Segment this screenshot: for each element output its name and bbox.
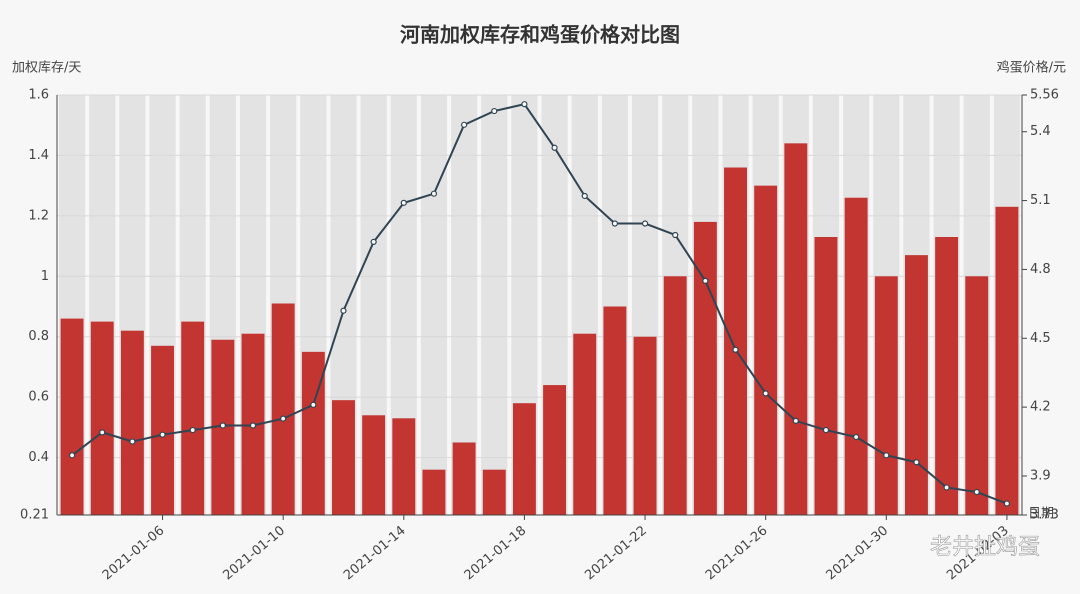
- line-point: [762, 390, 769, 397]
- line-point: [732, 346, 739, 353]
- y-tick-label: 1.6: [28, 88, 49, 103]
- line-point: [551, 144, 558, 151]
- line-point: [159, 431, 166, 438]
- line-point: [853, 433, 860, 441]
- bar: [693, 221, 717, 515]
- x-axis-title: 日期: [1028, 507, 1054, 522]
- chart-title: 河南加权库存和鸡蛋价格对比图: [400, 23, 680, 47]
- line-point: [672, 231, 679, 239]
- y-tick-label: 1.2: [28, 208, 49, 223]
- bar: [663, 276, 687, 515]
- line-point: [280, 415, 287, 422]
- y-tick-label: 1: [41, 269, 49, 284]
- bar: [844, 197, 868, 515]
- bar: [603, 306, 627, 515]
- line-point: [400, 199, 407, 206]
- bar: [452, 442, 476, 515]
- bar: [784, 143, 808, 515]
- line-point: [461, 121, 468, 128]
- bar: [392, 418, 416, 515]
- y-tick-label: 0.21: [20, 508, 49, 523]
- line-point: [370, 238, 377, 245]
- y2-tick-label: 5.1: [1030, 193, 1051, 208]
- bar: [965, 276, 989, 515]
- y2-tick-label: 3.73: [1030, 508, 1059, 523]
- y2-tick-label: 4.5: [1030, 331, 1051, 346]
- bar: [301, 351, 325, 515]
- bar: [422, 469, 446, 515]
- line-point: [702, 277, 709, 285]
- bar: [120, 330, 144, 515]
- bar: [754, 185, 778, 516]
- line-point: [219, 422, 226, 429]
- category-band: [481, 95, 508, 515]
- line-point: [249, 422, 257, 429]
- line-point: [99, 429, 106, 436]
- bar: [633, 336, 657, 515]
- line-point: [641, 220, 649, 227]
- bar: [90, 321, 114, 515]
- line-point: [310, 401, 317, 408]
- line-point: [430, 190, 438, 197]
- line-point: [521, 101, 528, 108]
- category-band: [420, 95, 448, 515]
- bar: [362, 415, 386, 515]
- y2-tick-label: 4.2: [1030, 400, 1051, 415]
- y-tick-label: 0.6: [28, 390, 49, 405]
- line-point: [68, 452, 76, 459]
- y-tick-label: 1.4: [28, 148, 49, 163]
- bar: [814, 237, 838, 515]
- line-point: [1003, 500, 1011, 507]
- line-point: [883, 452, 890, 459]
- bar: [724, 167, 747, 515]
- y2-tick-label: 5.4: [1030, 124, 1051, 139]
- bar: [573, 333, 597, 515]
- line-point: [943, 484, 950, 491]
- line-point: [189, 426, 196, 434]
- bar: [995, 206, 1019, 515]
- bar: [543, 385, 567, 515]
- line-point: [822, 426, 830, 434]
- line-point: [129, 438, 136, 445]
- line-point: [792, 417, 799, 425]
- y2-tick-label: 3.9: [1030, 468, 1051, 483]
- bar: [935, 237, 959, 515]
- bar: [482, 469, 506, 515]
- bar: [181, 321, 205, 515]
- line-point: [581, 192, 588, 200]
- line-point: [340, 307, 347, 314]
- y2-tick-label: 5.56: [1030, 88, 1059, 103]
- y-axis-title: 加权库存/天: [12, 60, 81, 76]
- y2-tick-label: 4.8: [1030, 262, 1051, 277]
- bar: [332, 400, 355, 515]
- bar: [904, 255, 928, 515]
- line-point: [913, 459, 920, 466]
- bar: [151, 345, 175, 515]
- bar: [512, 403, 536, 515]
- line-point: [973, 488, 980, 496]
- bar: [60, 318, 84, 515]
- bar: [874, 276, 898, 515]
- line-point: [491, 107, 498, 115]
- line: [71, 103, 1008, 505]
- y2-axis-title: 鸡蛋价格/元: [997, 60, 1066, 76]
- watermark: 老井扯鸡蛋: [930, 535, 1040, 560]
- bar: [271, 303, 295, 515]
- y-tick-label: 0.4: [28, 450, 49, 465]
- line-point: [611, 220, 618, 227]
- y-tick-label: 0.8: [28, 329, 49, 344]
